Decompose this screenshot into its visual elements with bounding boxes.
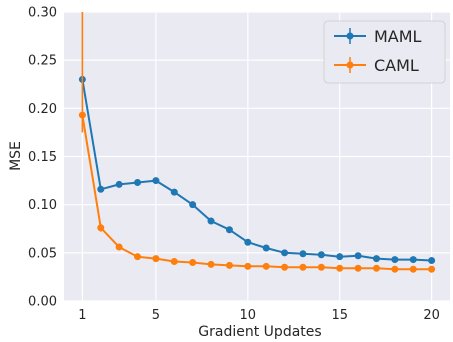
maml-point <box>409 256 417 264</box>
y-axis-label: MSE <box>8 141 24 171</box>
maml-point <box>207 217 215 225</box>
caml-point <box>317 263 325 271</box>
maml-point <box>281 249 289 257</box>
maml-point <box>391 256 399 264</box>
x-tick-label: 1 <box>78 308 86 323</box>
caml-point <box>372 264 380 272</box>
y-tick-label: 0.00 <box>28 295 57 310</box>
caml-point <box>244 262 252 270</box>
legend-caml-label: CAML <box>374 56 419 75</box>
caml-point <box>336 264 344 272</box>
maml-point <box>299 250 307 258</box>
maml-point <box>115 180 123 188</box>
y-tick-labels: 0.00 0.05 0.10 0.15 0.20 0.25 0.30 <box>28 6 57 310</box>
caml-point <box>115 243 123 251</box>
y-tick-label: 0.05 <box>28 246 57 261</box>
maml-point <box>354 252 362 260</box>
maml-point <box>317 251 325 259</box>
x-tick-label: 15 <box>331 308 348 323</box>
caml-point <box>207 260 215 268</box>
caml-point <box>428 265 436 273</box>
legend: MAML CAML <box>323 20 446 84</box>
maml-point <box>336 253 344 261</box>
maml-point <box>225 226 233 234</box>
y-tick-label: 0.15 <box>28 150 57 165</box>
caml-point <box>281 263 289 271</box>
maml-point <box>189 201 197 209</box>
caml-point <box>170 258 178 266</box>
maml-point <box>244 238 252 246</box>
maml-point <box>262 244 270 252</box>
x-axis-label: Gradient Updates <box>198 324 321 340</box>
legend-maml-label: MAML <box>374 27 422 46</box>
maml-point <box>97 185 105 193</box>
maml-point <box>428 257 436 265</box>
caml-point <box>152 255 160 263</box>
caml-point <box>134 253 142 261</box>
caml-point <box>97 224 105 232</box>
legend-caml-marker <box>346 61 354 69</box>
y-tick-label: 0.30 <box>28 6 57 21</box>
caml-point <box>78 111 86 119</box>
y-tick-label: 0.25 <box>28 54 57 69</box>
x-tick-label: 10 <box>240 308 257 323</box>
caml-point <box>225 261 233 269</box>
caml-point <box>189 258 197 266</box>
x-tick-label: 5 <box>152 308 160 323</box>
y-tick-label: 0.10 <box>28 198 57 213</box>
caml-point <box>262 262 270 270</box>
series-caml <box>78 12 436 273</box>
caml-point <box>391 265 399 273</box>
series-maml <box>78 75 436 265</box>
x-tick-labels: 1 5 10 15 20 <box>78 308 440 323</box>
maml-point <box>152 177 160 185</box>
maml-point <box>134 179 142 187</box>
y-tick-label: 0.20 <box>28 102 57 117</box>
caml-point <box>354 264 362 272</box>
series-group <box>78 12 436 273</box>
maml-point <box>170 188 178 196</box>
legend-maml-marker <box>346 32 354 40</box>
caml-point <box>409 265 417 273</box>
x-tick-label: 20 <box>423 308 440 323</box>
maml-point <box>372 255 380 263</box>
caml-point <box>299 263 307 271</box>
